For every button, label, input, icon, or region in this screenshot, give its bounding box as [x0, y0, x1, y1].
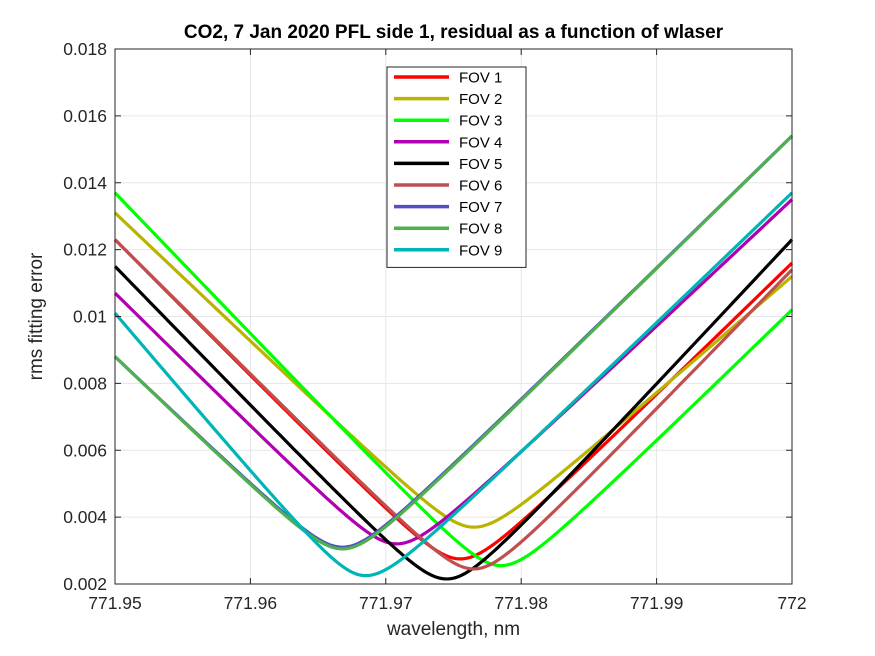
- ticks: [114, 48, 793, 585]
- legend-label-fov-3: FOV 3: [459, 113, 502, 130]
- legend-label-fov-9: FOV 9: [459, 242, 502, 259]
- series-line-fov-3: [113, 191, 794, 568]
- legend-label-fov-4: FOV 4: [459, 134, 502, 151]
- series-group: [113, 134, 794, 581]
- series-line-fov-4: [113, 198, 794, 546]
- x-tick-label: 772: [777, 593, 806, 613]
- y-tick-label: 0.018: [63, 39, 107, 59]
- series-line-fov-9: [113, 191, 794, 578]
- x-tick-label: 771.98: [494, 593, 548, 613]
- legend-label-fov-1: FOV 1: [459, 70, 502, 87]
- legend-label-fov-7: FOV 7: [459, 199, 502, 216]
- legend-label-fov-8: FOV 8: [459, 221, 502, 238]
- y-tick-label: 0.01: [73, 307, 107, 327]
- x-tick-label: 771.96: [224, 593, 278, 613]
- y-tick-label: 0.002: [63, 574, 107, 594]
- legend: FOV 1 FOV 2 FOV 3 FOV 4 FOV 5 FOV 6 FOV 7 FOV 8…: [386, 66, 527, 268]
- x-axis-label: wavelength, nm: [386, 619, 520, 640]
- legend-label-fov-5: FOV 5: [459, 156, 502, 173]
- legend-label-fov-6: FOV 6: [459, 178, 502, 195]
- y-tick-label: 0.004: [63, 507, 107, 527]
- x-tick-label: 771.99: [630, 593, 684, 613]
- series-line-fov-5: [113, 238, 794, 581]
- x-tick-label: 771.97: [359, 593, 413, 613]
- x-tick-label: 771.95: [88, 593, 142, 613]
- legend-box: [386, 66, 527, 268]
- series-line-fov-6: [113, 238, 794, 571]
- y-axis-label: rms fitting error: [26, 252, 47, 380]
- series-line-fov-2: [113, 211, 794, 529]
- y-tick-label: 0.014: [63, 173, 107, 193]
- chart-title: CO2, 7 Jan 2020 PFL side 1, residual as …: [184, 22, 724, 43]
- y-tick-label: 0.006: [63, 440, 107, 460]
- legend-label-fov-2: FOV 2: [459, 91, 502, 108]
- y-tick-label: 0.012: [63, 240, 107, 260]
- tick-labels: 771.95 771.96 771.97 771.98 771.99 772 0.002 0.…: [63, 39, 806, 613]
- series-line-fov-8: [113, 134, 794, 551]
- y-tick-label: 0.016: [63, 106, 107, 126]
- y-tick-label: 0.008: [63, 373, 107, 393]
